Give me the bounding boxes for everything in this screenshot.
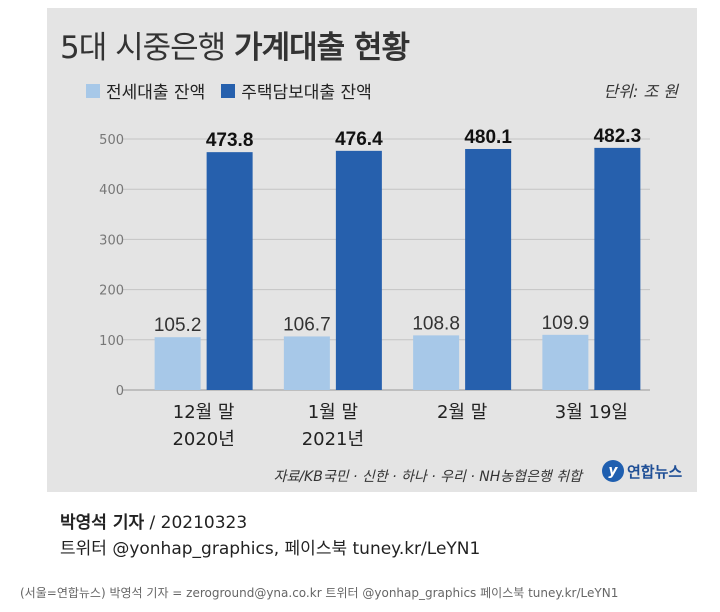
- legend-swatch-mortgage: [221, 83, 236, 98]
- bar-series0-cat1: [283, 336, 330, 390]
- data-label-series0-cat1: 106.7: [283, 314, 331, 335]
- data-label-series0-cat0: 105.2: [154, 315, 202, 336]
- credit-line: 박영석 기자 / 20210323: [60, 508, 247, 533]
- title-bold: 가계대출 현황: [234, 30, 410, 66]
- bar-series1-cat3: [594, 147, 641, 390]
- y-tick-label-400: 400: [99, 183, 124, 198]
- bar-series0-cat0: [154, 337, 201, 390]
- y-tick-label-500: 500: [99, 133, 124, 148]
- data-label-series1-cat1: 476.4: [335, 129, 383, 150]
- x-tick-label-2-0: 2월 말: [437, 402, 487, 423]
- credit-social: 트위터 @yonhap_graphics, 페이스북 tuney.kr/LeYN…: [60, 539, 481, 559]
- data-label-series1-cat0: 473.8: [206, 130, 254, 151]
- legend-item-mortgage: 주택담보대출 잔액: [221, 78, 372, 103]
- x-tick-label-0-1: 2020년: [172, 429, 234, 450]
- x-tick-label-3-0: 3월 19일: [555, 402, 628, 423]
- yonhap-logo-icon: y: [602, 460, 624, 482]
- legend-item-jeonse: 전세대출 잔액: [86, 78, 205, 103]
- y-tick-label-300: 300: [99, 233, 124, 248]
- source-note: 자료/KB국민 · 신한 · 하나 · 우리 · NH농협은행 취합: [273, 469, 582, 485]
- yonhap-logo-text: 연합뉴스: [627, 462, 683, 481]
- legend-label-mortgage: 주택담보대출 잔액: [241, 83, 372, 103]
- yonhap-logo: y 연합뉴스: [602, 460, 682, 482]
- credit-date: / 20210323: [149, 513, 248, 533]
- bar-series0-cat2: [413, 335, 460, 390]
- y-tick-label-200: 200: [99, 284, 124, 299]
- data-label-series1-cat3: 482.3: [594, 126, 642, 147]
- bar-series0-cat3: [542, 334, 589, 390]
- bar-series1-cat0: [206, 152, 253, 390]
- title-light: 5대 시중은행: [60, 30, 226, 66]
- footer-caption: (서울=연합뉴스) 박영석 기자 = zeroground@yna.co.kr …: [20, 586, 619, 600]
- bar-series1-cat1: [335, 150, 382, 390]
- data-label-series1-cat2: 480.1: [464, 127, 512, 148]
- legend: 전세대출 잔액 주택담보대출 잔액: [86, 78, 388, 103]
- y-tick-label-100: 100: [99, 334, 124, 349]
- chart-title: 5대 시중은행 가계대출 현황: [60, 22, 410, 67]
- bar-series1-cat2: [465, 148, 512, 390]
- x-tick-label-1-0: 1월 말: [308, 402, 358, 423]
- legend-label-jeonse: 전세대출 잔액: [106, 83, 206, 103]
- legend-swatch-jeonse: [86, 83, 100, 98]
- y-tick-label-0: 0: [116, 384, 124, 399]
- x-tick-label-0-0: 12월 말: [173, 402, 235, 423]
- data-label-series0-cat2: 108.8: [412, 313, 460, 334]
- reporter-name: 박영석 기자: [60, 513, 145, 533]
- x-tick-label-1-1: 2021년: [302, 429, 364, 450]
- unit-label: 단위: 조 원: [603, 82, 678, 101]
- data-label-series0-cat3: 109.9: [542, 313, 590, 334]
